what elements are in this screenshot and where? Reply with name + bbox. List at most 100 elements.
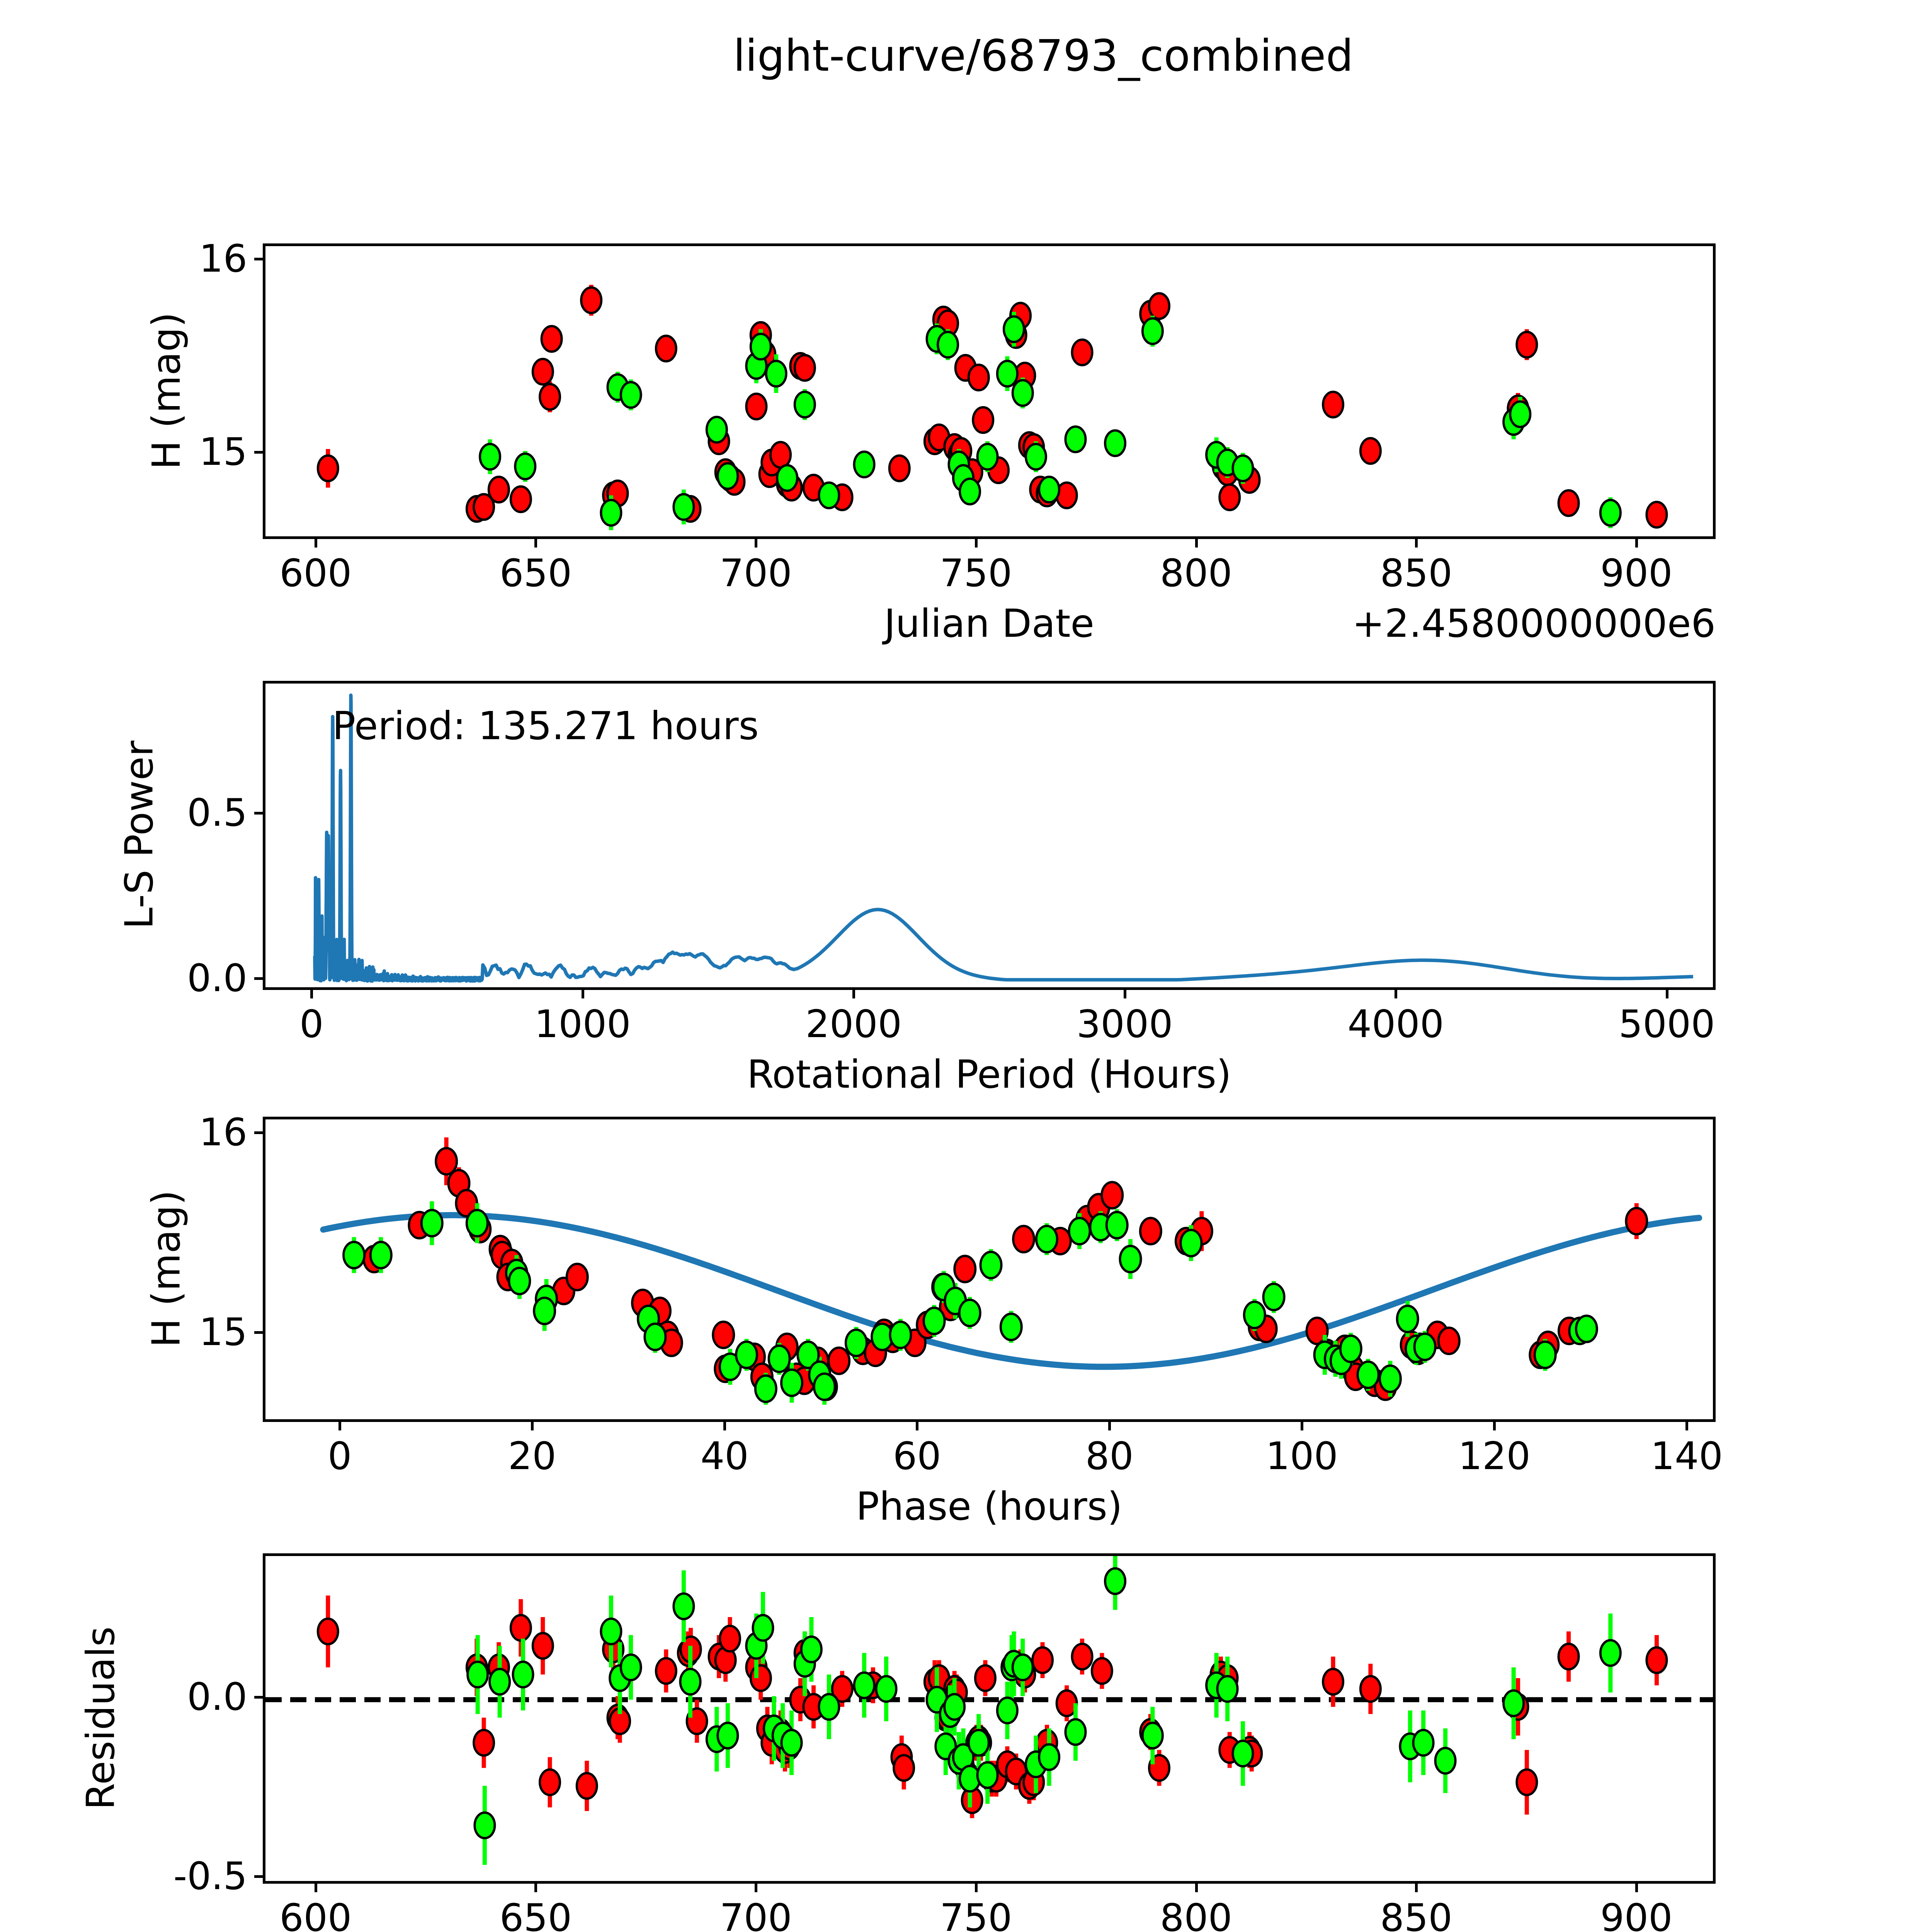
data-point[interactable] — [853, 1671, 876, 1699]
data-point[interactable] — [508, 1267, 531, 1296]
data-point[interactable] — [1437, 1327, 1461, 1355]
data-point[interactable] — [369, 1241, 393, 1270]
data-point[interactable] — [979, 1250, 1003, 1279]
data-point[interactable] — [888, 454, 911, 482]
data-point[interactable] — [473, 1811, 496, 1840]
data-point[interactable] — [1012, 1225, 1036, 1253]
data-point[interactable] — [580, 286, 603, 314]
data-point[interactable] — [1071, 338, 1094, 366]
data-point[interactable] — [540, 325, 563, 353]
data-point[interactable] — [752, 1614, 774, 1642]
data-point[interactable] — [533, 1296, 556, 1325]
data-point[interactable] — [655, 1657, 677, 1685]
data-point[interactable] — [420, 1209, 444, 1238]
data-point[interactable] — [754, 1374, 777, 1403]
data-point[interactable] — [1575, 1315, 1598, 1344]
data-point[interactable] — [1031, 1646, 1054, 1674]
data-point[interactable] — [600, 499, 622, 527]
data-point[interactable] — [749, 333, 772, 361]
data-point[interactable] — [937, 331, 959, 359]
data-point[interactable] — [967, 1729, 990, 1757]
data-point[interactable] — [1104, 1567, 1127, 1595]
data-point[interactable] — [488, 1668, 511, 1696]
data-point[interactable] — [818, 481, 840, 509]
data-point[interactable] — [1557, 1643, 1580, 1671]
data-point[interactable] — [1011, 1653, 1034, 1682]
data-point[interactable] — [767, 1344, 791, 1373]
data-point[interactable] — [643, 1322, 667, 1351]
data-point[interactable] — [512, 1660, 534, 1689]
data-point[interactable] — [1035, 1225, 1058, 1253]
data-point[interactable] — [509, 1614, 532, 1642]
data-point[interactable] — [1148, 292, 1170, 320]
data-point[interactable] — [1038, 476, 1061, 503]
data-point[interactable] — [342, 1241, 366, 1270]
data-point[interactable] — [1071, 1643, 1094, 1671]
residuals-axes[interactable] — [263, 1553, 1716, 1884]
data-point[interactable] — [487, 476, 510, 503]
data-point[interactable] — [1625, 1207, 1648, 1236]
data-point[interactable] — [749, 1664, 772, 1692]
data-point[interactable] — [735, 1340, 759, 1369]
data-point[interactable] — [1011, 379, 1034, 407]
data-point[interactable] — [1179, 1229, 1203, 1258]
data-point[interactable] — [565, 1262, 589, 1291]
data-point[interactable] — [705, 416, 728, 444]
data-point[interactable] — [1216, 1675, 1239, 1703]
data-point[interactable] — [1218, 483, 1241, 511]
data-point[interactable] — [1356, 1360, 1380, 1389]
data-point[interactable] — [1413, 1332, 1437, 1361]
data-point[interactable] — [514, 452, 537, 480]
data-point[interactable] — [473, 1729, 495, 1757]
data-point[interactable] — [967, 364, 990, 391]
data-point[interactable] — [1305, 1316, 1329, 1345]
data-point[interactable] — [959, 478, 981, 505]
phase-axes[interactable] — [263, 1117, 1716, 1422]
data-point[interactable] — [793, 354, 816, 382]
data-point[interactable] — [853, 451, 876, 478]
data-point[interactable] — [575, 1772, 598, 1800]
data-point[interactable] — [893, 1754, 915, 1782]
data-point[interactable] — [1231, 1740, 1254, 1768]
data-point[interactable] — [716, 1721, 739, 1750]
data-point[interactable] — [539, 383, 561, 411]
data-point[interactable] — [1119, 1245, 1142, 1274]
data-point[interactable] — [316, 454, 339, 482]
data-point[interactable] — [1359, 437, 1382, 465]
data-point[interactable] — [922, 1306, 946, 1335]
data-point[interactable] — [1599, 1639, 1622, 1667]
data-point[interactable] — [1515, 331, 1538, 359]
data-point[interactable] — [1231, 454, 1254, 482]
data-point[interactable] — [943, 1693, 966, 1721]
data-point[interactable] — [466, 1660, 489, 1689]
data-point[interactable] — [1262, 1282, 1286, 1311]
data-point[interactable] — [316, 1617, 339, 1646]
data-point[interactable] — [745, 393, 768, 420]
data-point[interactable] — [712, 1320, 735, 1349]
data-point[interactable] — [1412, 1729, 1435, 1757]
data-point[interactable] — [800, 1635, 823, 1663]
data-point[interactable] — [1139, 1217, 1162, 1246]
data-point[interactable] — [1396, 1304, 1419, 1333]
data-point[interactable] — [619, 1653, 642, 1682]
data-point[interactable] — [1339, 1334, 1362, 1363]
data-point[interactable] — [679, 1668, 702, 1696]
data-point[interactable] — [1002, 315, 1025, 343]
data-point[interactable] — [1645, 501, 1668, 529]
data-point[interactable] — [1434, 1747, 1457, 1775]
data-point[interactable] — [996, 360, 1019, 388]
data-point[interactable] — [813, 1372, 836, 1401]
data-point[interactable] — [827, 1346, 851, 1375]
data-point[interactable] — [976, 443, 999, 471]
data-point[interactable] — [796, 1340, 820, 1369]
data-point[interactable] — [831, 1675, 854, 1703]
data-point[interactable] — [1509, 400, 1532, 428]
data-point[interactable] — [465, 1209, 489, 1238]
data-point[interactable] — [1141, 317, 1164, 345]
data-point[interactable] — [1090, 1657, 1113, 1685]
data-point[interactable] — [716, 462, 739, 490]
data-point[interactable] — [765, 360, 787, 388]
data-point[interactable] — [974, 1664, 997, 1692]
data-point[interactable] — [844, 1328, 868, 1357]
data-point[interactable] — [953, 1255, 977, 1284]
